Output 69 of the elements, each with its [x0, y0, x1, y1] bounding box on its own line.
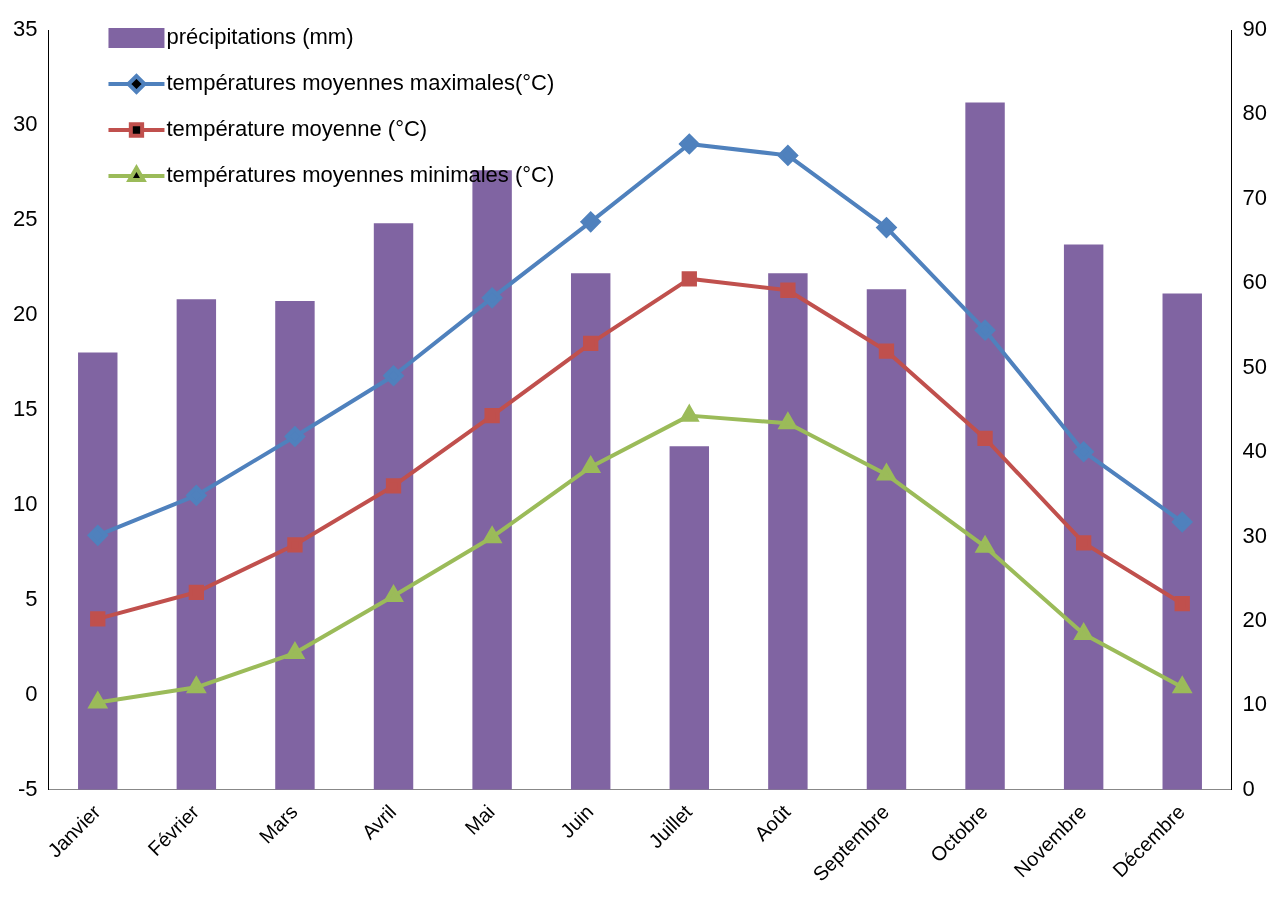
point: [1073, 441, 1094, 462]
y2-tick-label: 0: [1242, 775, 1255, 801]
point: [385, 478, 402, 494]
y2-tick-label: 50: [1242, 353, 1268, 379]
point: [1074, 624, 1093, 641]
point: [1173, 677, 1192, 694]
point: [383, 365, 404, 386]
bar: [373, 223, 414, 790]
point: [287, 537, 303, 553]
bar: [1162, 293, 1202, 790]
point: [284, 426, 305, 447]
point: [778, 413, 797, 430]
y2-tick-label: 90: [1242, 16, 1268, 42]
point: [976, 536, 994, 553]
point: [977, 430, 993, 447]
y-tick-label: 15: [12, 395, 38, 421]
legend-label: température moyenne (°C): [166, 116, 428, 142]
bar: [78, 352, 118, 790]
point: [1172, 512, 1193, 532]
point: [679, 133, 700, 154]
y-tick-label: -5: [17, 775, 38, 801]
point: [482, 287, 503, 308]
point: [1174, 596, 1190, 612]
y-tick-label: 30: [12, 111, 38, 137]
point: [1075, 535, 1092, 551]
y-tick-label: 25: [12, 206, 38, 232]
y2-tick-label: 30: [1242, 522, 1268, 548]
legend-label: précipitations (mm): [166, 24, 354, 50]
x-tick-label: Mai: [460, 800, 499, 839]
point: [780, 282, 796, 298]
bar: [570, 273, 611, 790]
point: [187, 677, 206, 694]
x-tick-label: Juin: [555, 800, 598, 843]
y2-tick-label: 70: [1242, 184, 1268, 210]
y-tick-label: 5: [25, 585, 38, 611]
point: [484, 407, 500, 424]
y2-tick-label: 40: [1242, 438, 1268, 464]
legend-label: températures moyennes maximales(°C): [166, 70, 555, 96]
y2-tick-label: 20: [1242, 607, 1268, 633]
point: [876, 217, 897, 238]
point: [975, 320, 996, 341]
y-tick-label: 35: [12, 16, 38, 42]
y-tick-label: 10: [12, 490, 38, 516]
point: [90, 611, 106, 627]
y2-tick-label: 80: [1242, 100, 1268, 126]
point: [777, 145, 798, 166]
bar: [176, 299, 217, 790]
point: [286, 643, 304, 660]
y-tick-label: 20: [12, 301, 38, 327]
y2-tick-label: 60: [1242, 269, 1268, 295]
point: [188, 584, 205, 600]
point: [483, 527, 502, 544]
point: [580, 211, 601, 232]
bar: [768, 273, 808, 790]
point: [186, 485, 207, 506]
point: [384, 586, 403, 603]
bar: [965, 102, 1005, 790]
point: [581, 456, 600, 473]
bar: [1063, 244, 1104, 790]
y2-tick-label: 10: [1242, 691, 1268, 717]
bar: [669, 446, 710, 790]
point: [88, 692, 107, 709]
point: [681, 271, 697, 287]
bar: [275, 301, 315, 790]
point: [87, 525, 108, 546]
y-tick-label: 0: [25, 680, 38, 706]
point: [878, 343, 895, 359]
point: [583, 335, 599, 352]
bar: [866, 289, 907, 790]
